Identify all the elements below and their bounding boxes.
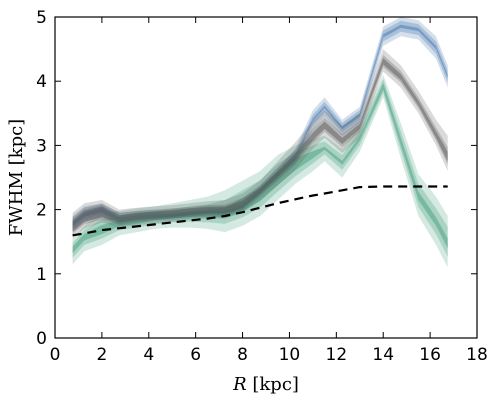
series-1-band-1	[72, 79, 448, 258]
x-tick-label: 16	[419, 345, 441, 365]
series-lines	[72, 185, 448, 237]
x-tick-label: 2	[96, 345, 107, 365]
y-tick-label: 3	[36, 136, 47, 156]
series-0-band-0	[72, 17, 448, 233]
x-tick-label: 8	[237, 345, 248, 365]
y-tick-label: 2	[36, 201, 47, 221]
series-3-line	[72, 185, 448, 237]
x-tick-label: 10	[279, 345, 301, 365]
series-2-band-2	[72, 58, 448, 232]
series-1-band-0	[72, 74, 448, 268]
series-bands	[72, 17, 448, 268]
x-axis-label: R [kpc]	[232, 374, 299, 395]
y-tick-label: 0	[36, 329, 47, 349]
series-2-band-1	[72, 54, 448, 235]
x-tick-label: 6	[190, 345, 201, 365]
y-tick-label: 5	[36, 8, 47, 28]
x-tick-label: 0	[50, 345, 61, 365]
x-tick-label: 14	[372, 345, 394, 365]
y-tick-label: 4	[36, 72, 47, 92]
x-tick-label: 4	[143, 345, 154, 365]
x-axis-label-unit: [kpc]	[247, 374, 299, 395]
x-axis-label-variable: R	[232, 374, 247, 395]
x-tick-label: 12	[326, 345, 348, 365]
plot-frame	[54, 16, 478, 339]
x-tick-label: 18	[466, 345, 488, 365]
y-tick-label: 1	[36, 265, 47, 285]
series-2-band-0	[72, 49, 448, 239]
y-axis-label: FWHM [kpc]	[6, 119, 27, 236]
